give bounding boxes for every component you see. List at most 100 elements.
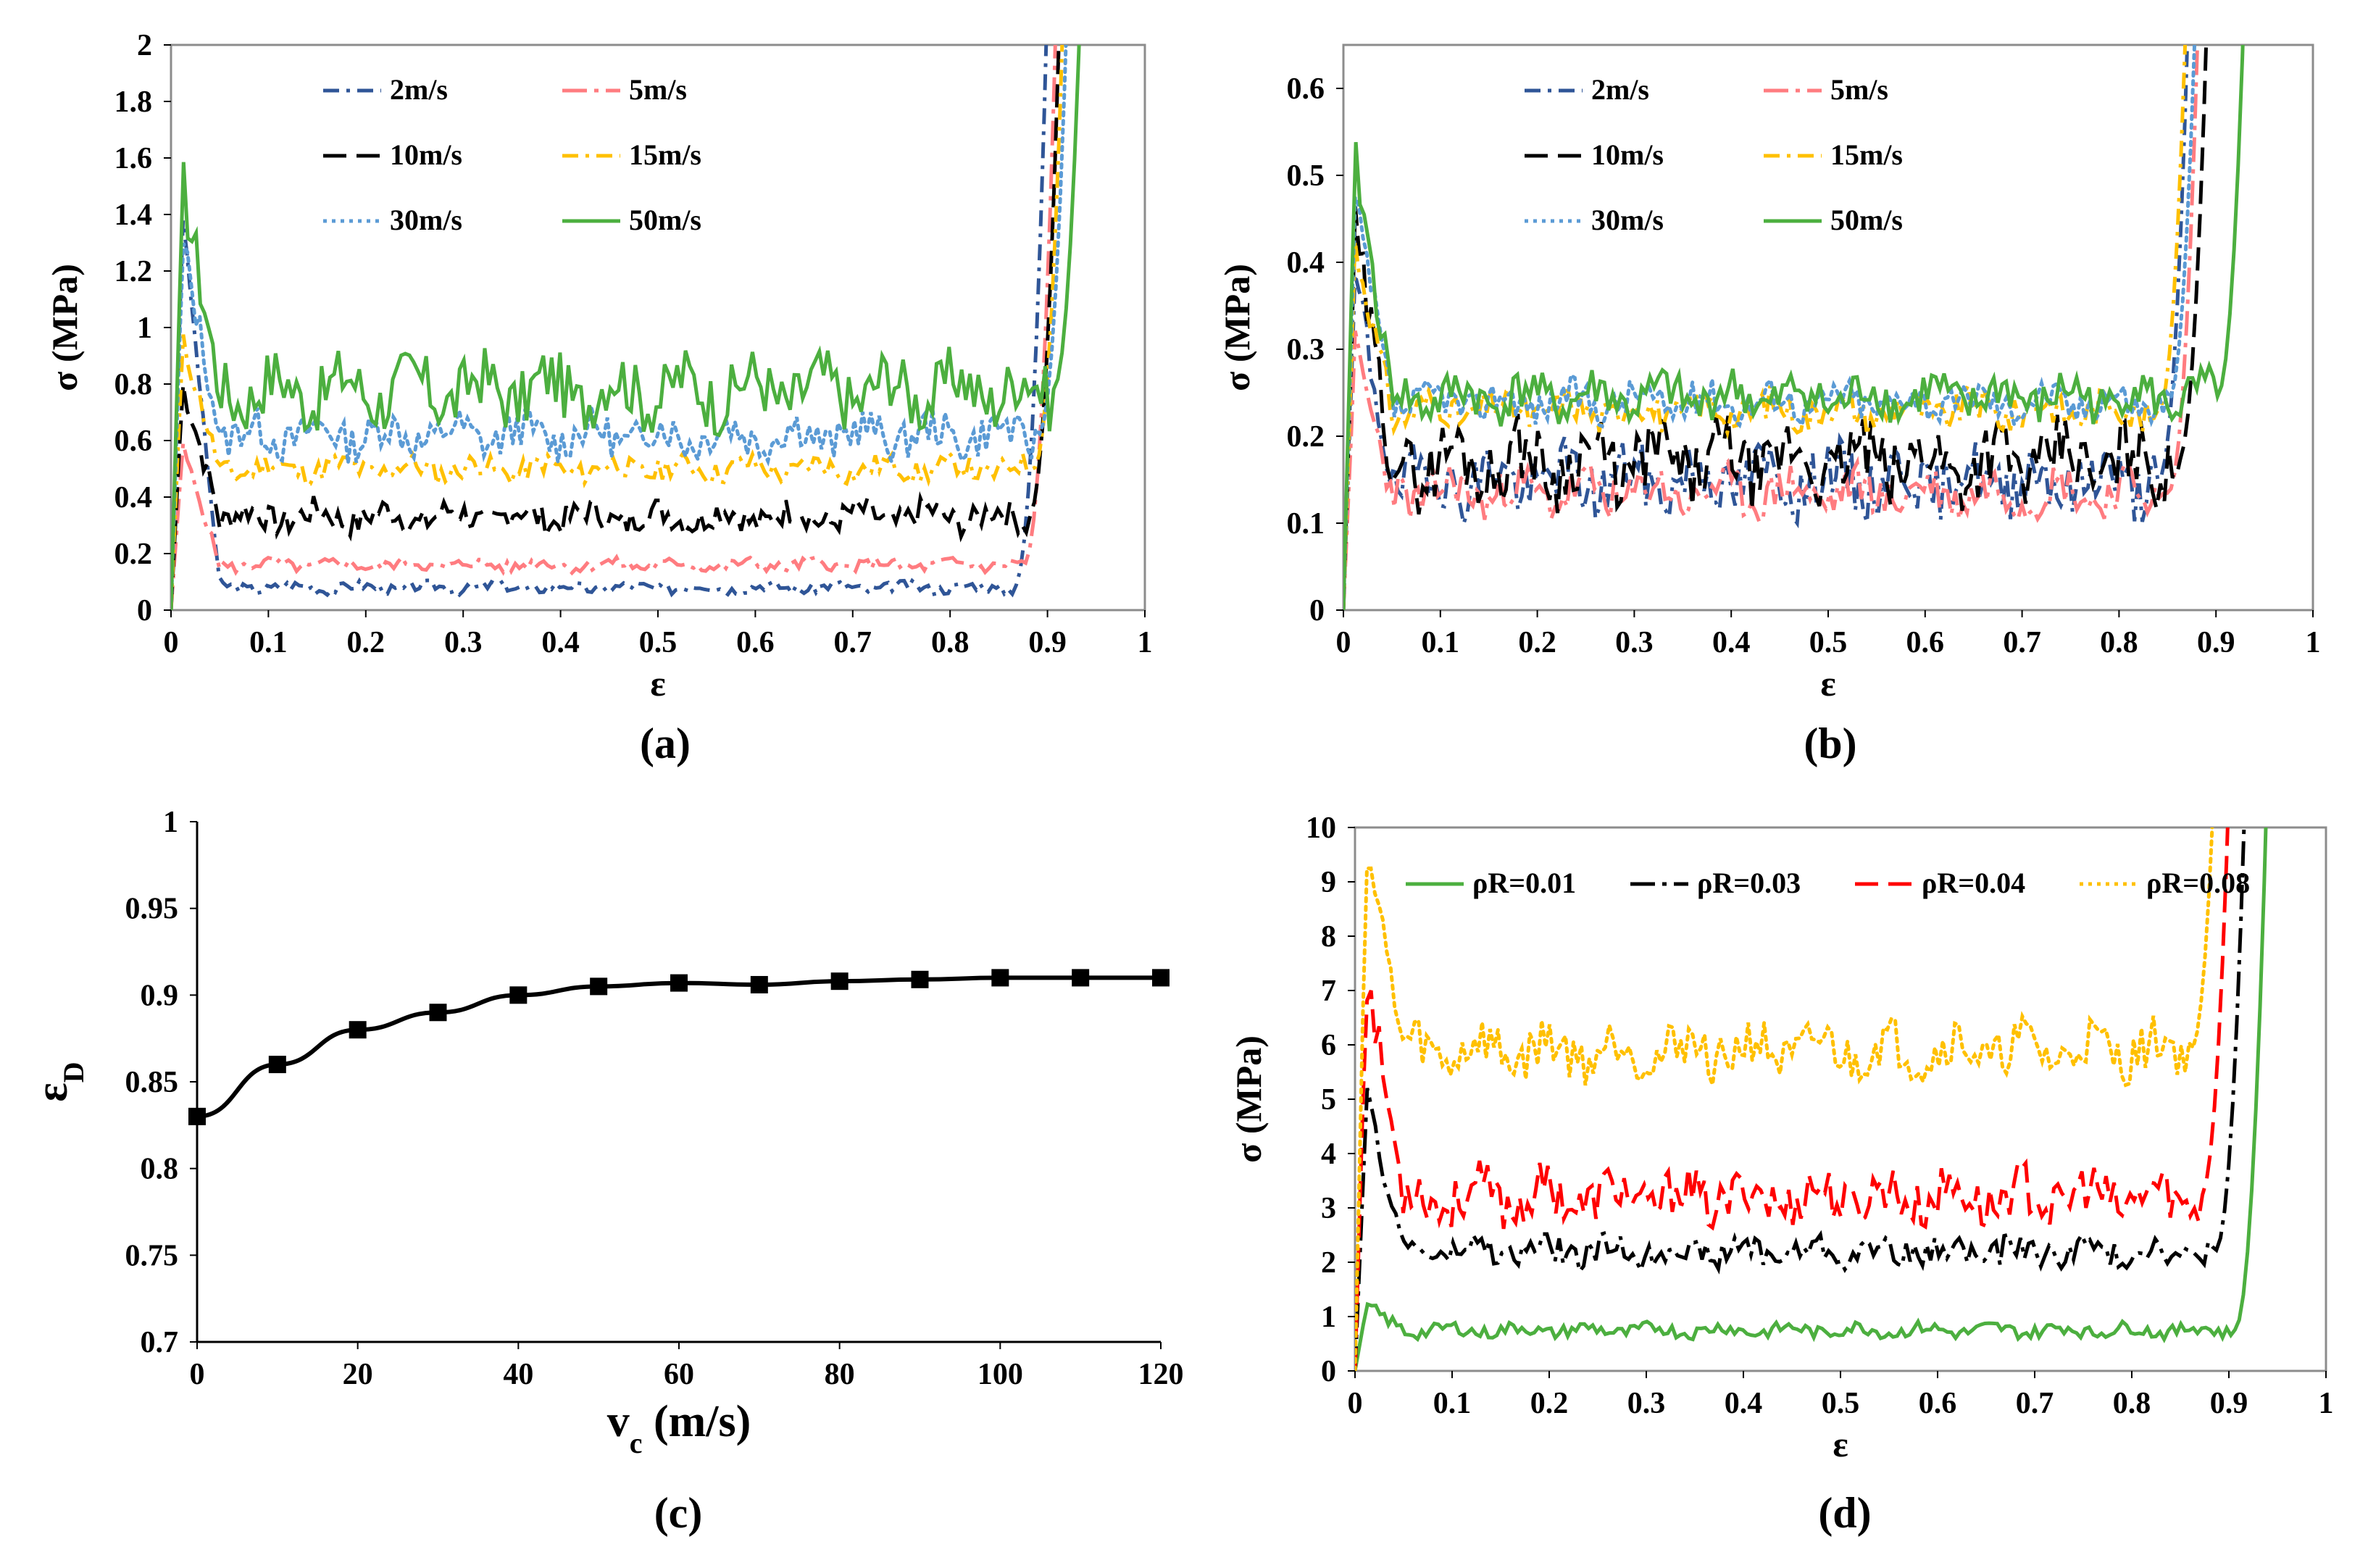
x-tick-label: 0 <box>1336 626 1351 659</box>
legend-label: 2m/s <box>390 73 448 106</box>
series-line <box>196 975 1161 1119</box>
y-tick-label: 1 <box>163 806 178 839</box>
y-tick-label: 1.6 <box>114 142 153 175</box>
x-tick-label: 0 <box>1348 1387 1363 1420</box>
x-tick-label: 1 <box>1138 626 1153 659</box>
y-tick-label: 1 <box>1321 1301 1336 1334</box>
panel-caption: (d) <box>1818 1489 1871 1537</box>
plot-frame <box>1354 826 2327 1372</box>
y-tick-label: 1.4 <box>114 199 153 232</box>
y-tick-label: 0.75 <box>125 1239 179 1272</box>
x-tick-label: 0.2 <box>1518 626 1556 659</box>
y-tick-label: 0.3 <box>1287 333 1325 367</box>
data-marker <box>670 974 688 992</box>
data-marker <box>750 975 768 993</box>
series-line-2 <box>171 45 1061 610</box>
x-axis-label: ε <box>650 663 665 704</box>
legend-label: ρR=0.08 <box>2146 867 2250 899</box>
y-tick-label: 0.4 <box>1287 246 1325 280</box>
x-tick-label: 0.2 <box>1530 1387 1569 1420</box>
y-tick-label: 0.1 <box>1287 507 1325 541</box>
series-line-5 <box>171 45 1081 610</box>
x-tick-label: 80 <box>825 1358 855 1391</box>
y-tick-label: 0.8 <box>141 1153 179 1186</box>
x-tick-label: 0.4 <box>1725 1387 1763 1420</box>
x-tick-label: 0.4 <box>1712 626 1751 659</box>
x-tick-label: 0.3 <box>1627 1387 1666 1420</box>
x-tick-label: 120 <box>1138 1358 1184 1391</box>
x-tick-label: 0.1 <box>1422 626 1460 659</box>
x-tick-label: 60 <box>664 1358 694 1391</box>
data-marker <box>1152 969 1170 987</box>
x-tick-label: 0.5 <box>1809 626 1848 659</box>
legend-label: 50m/s <box>629 204 701 236</box>
y-tick-label: 0.2 <box>114 538 153 571</box>
series-line-0 <box>1355 827 2268 1371</box>
chart-a: 0 0.1 0.2 0.3 0.4 0.5 0.6 0.7 0.8 0.9 1 0 0.2 0.4 0.6 0… <box>44 29 1153 767</box>
legend-label: 30m/s <box>390 204 462 236</box>
x-axis-label-sub: c <box>630 1427 643 1459</box>
y-tick-label: 3 <box>1321 1192 1336 1225</box>
x-tick-label: 0.6 <box>1919 1387 1957 1420</box>
x-tick-label: 0.6 <box>1906 626 1945 659</box>
data-marker <box>1072 969 1090 987</box>
x-tick-label: 0.9 <box>2210 1387 2248 1420</box>
series-line-0 <box>171 45 1048 610</box>
y-tick-label: 1 <box>137 312 152 345</box>
x-tick-label: 0.1 <box>249 626 288 659</box>
x-tick-label: 0.3 <box>1615 626 1654 659</box>
x-tick-label: 0.9 <box>1028 626 1067 659</box>
y-tick-label: 1.2 <box>114 255 153 288</box>
legend-label: 15m/s <box>1830 138 1903 171</box>
data-marker <box>268 1056 286 1074</box>
x-tick-label: 0.7 <box>2016 1387 2054 1420</box>
x-tick-label: 0.4 <box>541 626 580 659</box>
series-line-2 <box>1355 827 2230 1371</box>
x-tick-label: 0.8 <box>2100 626 2138 659</box>
panel-caption: (a) <box>640 720 691 767</box>
x-tick-label: 0.3 <box>444 626 483 659</box>
y-tick-label: 0.2 <box>1287 420 1325 454</box>
x-tick-label: 0.8 <box>931 626 970 659</box>
series-line-0 <box>1343 45 2190 610</box>
legend-label: 50m/s <box>1830 204 1903 236</box>
y-tick-label: 10 <box>1306 812 1336 845</box>
y-axis-label-main: ε <box>28 1083 77 1102</box>
y-tick-label: 1.8 <box>114 86 153 119</box>
series-line-1 <box>171 45 1057 610</box>
x-axis-label: ε <box>1833 1424 1848 1464</box>
x-axis-label: ε <box>1820 663 1835 704</box>
y-tick-label: 8 <box>1321 920 1336 954</box>
y-tick-label: 4 <box>1321 1138 1336 1171</box>
data-marker <box>429 1004 447 1022</box>
y-tick-label: 0.5 <box>1287 159 1325 193</box>
series-line-4 <box>1343 45 2197 610</box>
legend-label: 5m/s <box>1830 73 1888 106</box>
y-tick-label: 2 <box>1321 1246 1336 1280</box>
data-marker <box>991 969 1009 987</box>
data-marker <box>590 977 608 996</box>
legend-label: 2m/s <box>1591 73 1649 106</box>
y-axis-label-sub: D <box>57 1062 90 1083</box>
chart-b: 0 0.1 0.2 0.3 0.4 0.5 0.6 0.7 0.8 0.9 1 0 0.1 0.2 0.3 0… <box>1217 43 2321 767</box>
y-tick-label: 0.6 <box>114 425 153 458</box>
y-tick-label: 0 <box>137 594 152 627</box>
chart-c: 0 20 40 60 80 100 120 0.7 0.75 0.8 0.85 0.9 0.95 1 vc … <box>28 806 1184 1537</box>
x-axis-label-main: v <box>607 1397 630 1446</box>
y-tick-label: 0.95 <box>125 893 179 926</box>
x-tick-label: 20 <box>343 1358 373 1391</box>
legend-label: 5m/s <box>629 73 687 106</box>
y-tick-label: 0.6 <box>1287 72 1325 106</box>
x-axis-label-tail: (m/s) <box>642 1397 751 1446</box>
x-tick-label: 0.6 <box>736 626 775 659</box>
data-marker <box>911 970 929 988</box>
plot-frame <box>170 43 1146 612</box>
series-group <box>1343 45 2245 610</box>
data-marker <box>188 1107 206 1125</box>
series-group <box>1355 827 2268 1371</box>
x-tick-label: 0.9 <box>2197 626 2235 659</box>
panel-caption: (c) <box>654 1489 703 1537</box>
x-tick-label: 0.7 <box>2003 626 2041 659</box>
y-tick-label: 7 <box>1321 975 1336 1008</box>
